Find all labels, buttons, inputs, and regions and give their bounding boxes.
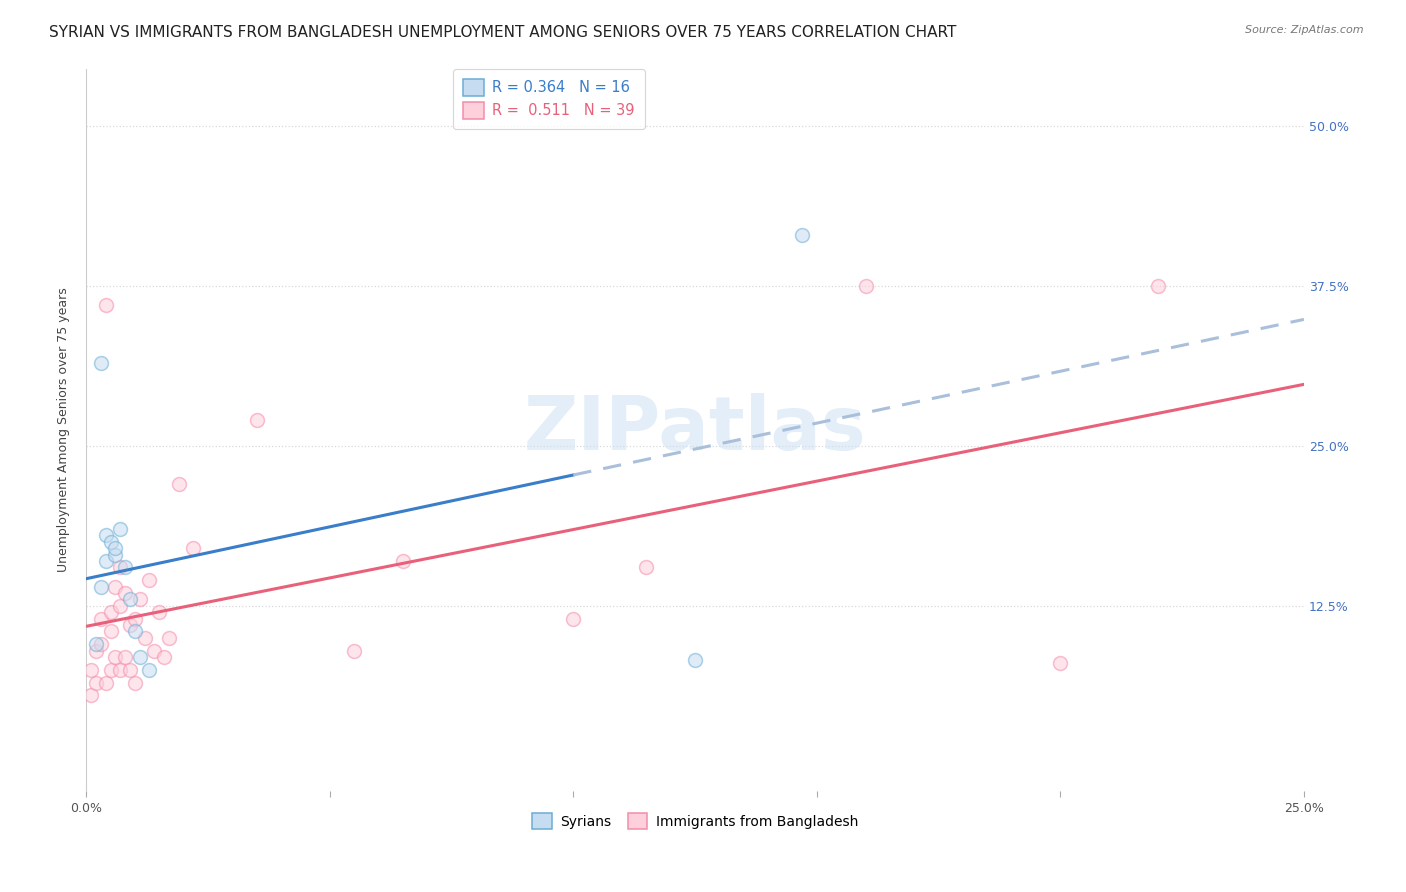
Point <box>104 580 127 594</box>
Point <box>110 663 132 677</box>
Point <box>124 624 146 639</box>
Point <box>118 663 141 677</box>
Y-axis label: Unemployment Among Seniors over 75 years: Unemployment Among Seniors over 75 years <box>58 287 70 573</box>
Point <box>792 227 814 242</box>
Point <box>148 605 170 619</box>
Point <box>128 649 150 664</box>
Point <box>84 637 107 651</box>
Point <box>104 649 127 664</box>
Point <box>128 592 150 607</box>
Point <box>246 413 269 427</box>
Point <box>84 675 107 690</box>
Text: ZIPatlas: ZIPatlas <box>524 393 866 467</box>
Point <box>80 663 103 677</box>
Point <box>562 611 585 625</box>
Point <box>153 649 176 664</box>
Point <box>94 675 117 690</box>
Point <box>343 643 366 657</box>
Point <box>138 573 160 587</box>
Point <box>143 643 166 657</box>
Point <box>80 689 103 703</box>
Point <box>90 580 112 594</box>
Point <box>100 624 122 639</box>
Legend: Syrians, Immigrants from Bangladesh: Syrians, Immigrants from Bangladesh <box>527 808 863 835</box>
Point <box>114 586 136 600</box>
Point <box>114 560 136 574</box>
Point <box>100 534 122 549</box>
Point <box>683 652 706 666</box>
Point <box>100 663 122 677</box>
Point <box>181 541 204 556</box>
Text: SYRIAN VS IMMIGRANTS FROM BANGLADESH UNEMPLOYMENT AMONG SENIORS OVER 75 YEARS CO: SYRIAN VS IMMIGRANTS FROM BANGLADESH UNE… <box>49 25 956 40</box>
Point <box>110 599 132 613</box>
Point <box>90 611 112 625</box>
Point <box>1049 657 1071 671</box>
Point <box>84 643 107 657</box>
Point <box>110 560 132 574</box>
Point <box>157 631 180 645</box>
Point <box>90 356 112 370</box>
Text: Source: ZipAtlas.com: Source: ZipAtlas.com <box>1246 25 1364 35</box>
Point <box>134 631 156 645</box>
Point <box>167 477 190 491</box>
Point <box>94 298 117 312</box>
Point <box>114 649 136 664</box>
Point <box>636 560 658 574</box>
Point <box>124 611 146 625</box>
Point <box>94 554 117 568</box>
Point <box>94 528 117 542</box>
Point <box>118 592 141 607</box>
Point <box>90 637 112 651</box>
Point <box>391 554 413 568</box>
Point <box>855 279 877 293</box>
Point <box>100 605 122 619</box>
Point <box>104 541 127 556</box>
Point <box>138 663 160 677</box>
Point <box>1146 279 1168 293</box>
Point <box>110 522 132 536</box>
Point <box>118 618 141 632</box>
Point <box>104 548 127 562</box>
Point <box>124 675 146 690</box>
